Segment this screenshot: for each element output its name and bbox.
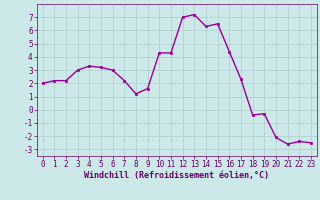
X-axis label: Windchill (Refroidissement éolien,°C): Windchill (Refroidissement éolien,°C) bbox=[84, 171, 269, 180]
